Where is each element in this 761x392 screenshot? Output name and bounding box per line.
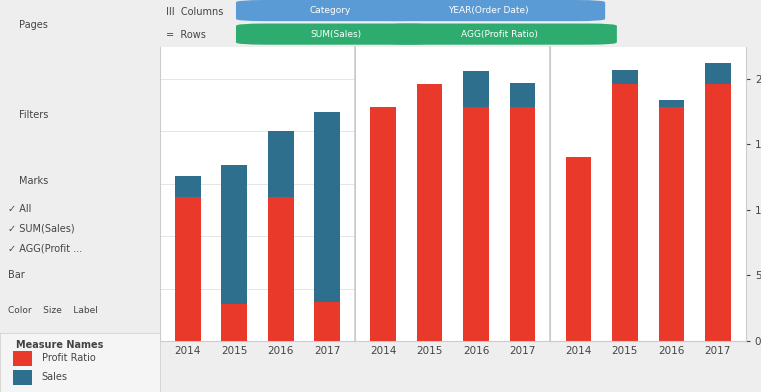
Bar <box>705 84 731 341</box>
Bar <box>463 71 489 341</box>
Text: =  Rows: = Rows <box>166 30 205 40</box>
Bar <box>463 107 489 341</box>
Bar <box>175 176 200 341</box>
Bar <box>371 134 396 341</box>
Text: Marks: Marks <box>19 176 49 187</box>
FancyBboxPatch shape <box>5 333 152 376</box>
Bar <box>268 197 294 341</box>
Bar <box>371 107 396 341</box>
Y-axis label: Sales: Sales <box>86 177 99 211</box>
Text: YEAR(Order Date): YEAR(Order Date) <box>447 6 528 15</box>
Bar <box>221 304 247 341</box>
Text: •• Measure Names: •• Measure Names <box>33 350 127 360</box>
Bar <box>13 351 32 365</box>
Text: Sales: Sales <box>42 372 68 382</box>
Bar <box>175 197 200 341</box>
Text: Bar: Bar <box>8 270 25 281</box>
Text: ✓ SUM(Sales): ✓ SUM(Sales) <box>8 223 75 234</box>
Text: Pages: Pages <box>19 20 48 30</box>
Bar <box>658 107 684 341</box>
Text: SUM(Sales): SUM(Sales) <box>310 30 361 38</box>
Bar <box>314 302 340 341</box>
Bar <box>565 157 591 341</box>
Bar <box>510 107 535 341</box>
Bar <box>417 84 442 341</box>
Title: Technology: Technology <box>610 29 687 43</box>
Text: Detail   Tooltip: Detail Tooltip <box>8 333 73 342</box>
Text: Profit Ratio: Profit Ratio <box>42 353 95 363</box>
Text: ✓ AGG(Profit ...: ✓ AGG(Profit ... <box>8 243 82 253</box>
Bar <box>13 370 32 385</box>
Bar <box>658 100 684 341</box>
FancyBboxPatch shape <box>383 24 617 45</box>
FancyBboxPatch shape <box>371 0 605 21</box>
Bar <box>314 112 340 341</box>
Text: Measure Names: Measure Names <box>16 340 103 350</box>
Bar <box>510 83 535 341</box>
Bar <box>221 165 247 341</box>
Text: AGG(Profit Ratio): AGG(Profit Ratio) <box>461 30 538 38</box>
Bar <box>417 89 442 341</box>
Bar <box>612 84 638 341</box>
Title: Office Supplies: Office Supplies <box>401 29 505 43</box>
FancyBboxPatch shape <box>236 0 423 21</box>
Bar <box>565 162 591 341</box>
Text: III  Columns: III Columns <box>166 7 223 17</box>
Text: Category: Category <box>309 6 350 15</box>
Text: Color    Size    Label: Color Size Label <box>8 306 98 315</box>
Bar <box>705 63 731 341</box>
Bar <box>612 69 638 341</box>
Bar <box>268 131 294 341</box>
Title: Furniture: Furniture <box>226 29 288 43</box>
FancyBboxPatch shape <box>236 24 435 45</box>
Text: Filters: Filters <box>19 110 49 120</box>
Text: ✓ All: ✓ All <box>8 204 31 214</box>
